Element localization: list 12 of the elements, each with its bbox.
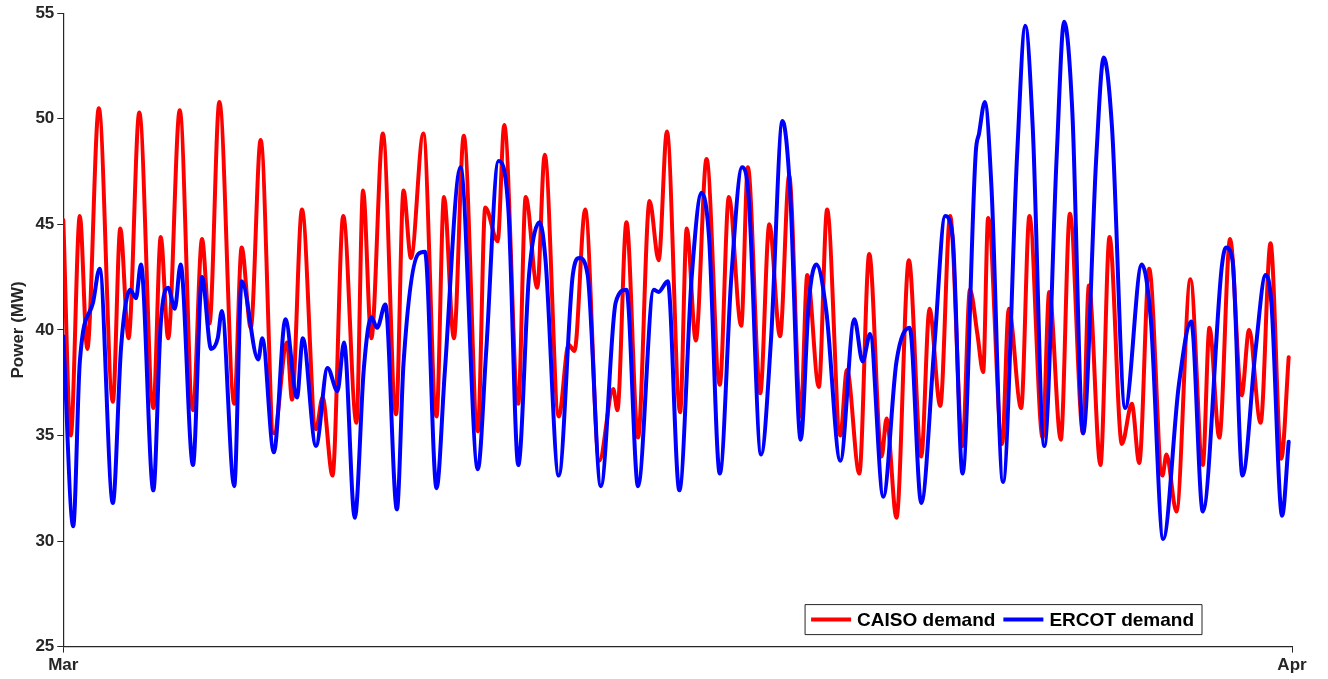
x-tick-label: Mar bbox=[48, 655, 79, 675]
y-tick-label: 25 bbox=[35, 636, 55, 656]
y-tick-label: 40 bbox=[35, 319, 55, 339]
y-tick-label: 50 bbox=[35, 108, 55, 128]
y-tick-label: 35 bbox=[35, 425, 55, 445]
x-tick-label: Apr bbox=[1277, 655, 1308, 675]
y-tick-label: 45 bbox=[35, 214, 55, 234]
legend-label: CAISO demand bbox=[857, 608, 996, 630]
y-tick-label: 30 bbox=[35, 530, 55, 550]
legend-label: ERCOT demand bbox=[1049, 608, 1194, 630]
y-axis-title: Power (MW) bbox=[7, 281, 27, 379]
y-tick-label: 55 bbox=[35, 2, 55, 22]
